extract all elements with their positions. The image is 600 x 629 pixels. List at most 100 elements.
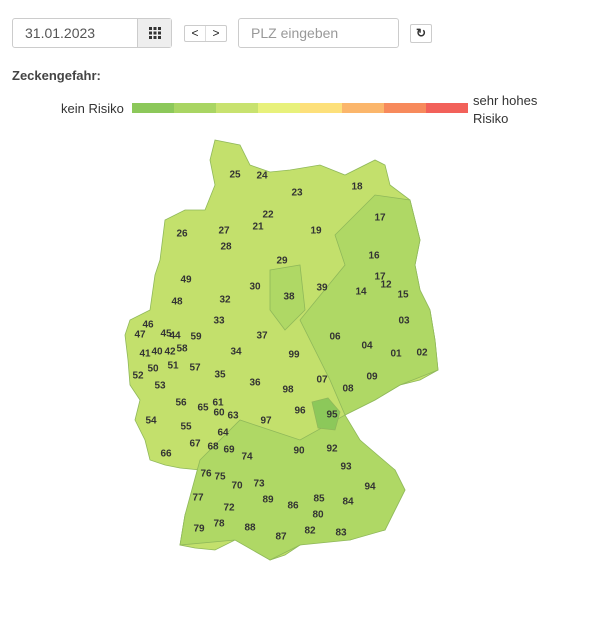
plz-region-label[interactable]: 77	[192, 493, 204, 504]
plz-region-label[interactable]: 03	[398, 316, 410, 327]
plz-region-label[interactable]: 61	[212, 398, 224, 409]
plz-region-label[interactable]: 95	[326, 410, 338, 421]
plz-region-label[interactable]: 48	[171, 297, 183, 308]
plz-region-label[interactable]: 70	[231, 481, 243, 492]
plz-region-label[interactable]: 44	[169, 331, 181, 342]
plz-region-label[interactable]: 17	[374, 213, 386, 224]
plz-region-label[interactable]: 97	[260, 416, 272, 427]
plz-region-label[interactable]: 66	[160, 449, 172, 460]
plz-region-label[interactable]: 24	[256, 171, 268, 182]
plz-region-label[interactable]: 85	[313, 494, 325, 505]
plz-region-label[interactable]: 07	[316, 375, 328, 386]
plz-region-label[interactable]: 93	[340, 462, 352, 473]
region-east[interactable]	[299, 194, 439, 416]
plz-region-label[interactable]: 73	[253, 479, 265, 490]
region-south[interactable]	[179, 414, 406, 561]
plz-region-label[interactable]: 99	[288, 350, 300, 361]
plz-region-label[interactable]: 32	[219, 295, 231, 306]
plz-region-label[interactable]: 67	[189, 439, 201, 450]
plz-region-label[interactable]: 56	[175, 398, 187, 409]
plz-region-label[interactable]: 59	[190, 332, 202, 343]
plz-region-label[interactable]: 51	[167, 361, 179, 372]
plz-region-label[interactable]: 79	[193, 524, 205, 535]
plz-region-label[interactable]: 47	[134, 330, 146, 341]
plz-region-label[interactable]: 87	[275, 532, 287, 543]
plz-region-label[interactable]: 25	[229, 170, 241, 181]
plz-region-label[interactable]: 80	[312, 510, 324, 521]
date-input[interactable]	[13, 19, 137, 47]
plz-region-label[interactable]: 04	[361, 341, 373, 352]
plz-region-label[interactable]: 23	[291, 188, 303, 199]
plz-region-label[interactable]: 29	[276, 256, 288, 267]
plz-region-label[interactable]: 53	[154, 381, 166, 392]
plz-input[interactable]	[238, 18, 399, 48]
plz-region-label[interactable]: 90	[293, 446, 305, 457]
plz-region-label[interactable]: 65	[197, 403, 209, 414]
refresh-button[interactable]: ↻	[410, 24, 432, 43]
plz-region-label[interactable]: 58	[176, 344, 188, 355]
plz-region-label[interactable]: 38	[283, 292, 295, 303]
plz-region-label[interactable]: 69	[223, 445, 235, 456]
plz-region-label[interactable]: 21	[252, 222, 264, 233]
date-picker[interactable]	[12, 18, 172, 48]
plz-region-label[interactable]: 27	[218, 226, 230, 237]
plz-region-label[interactable]: 63	[227, 411, 239, 422]
plz-region-label[interactable]: 96	[294, 406, 306, 417]
plz-region-label[interactable]: 82	[304, 526, 316, 537]
next-day-button[interactable]: >	[205, 26, 226, 41]
plz-region-label[interactable]: 78	[213, 519, 225, 530]
plz-region-label[interactable]: 19	[310, 226, 322, 237]
plz-region-label[interactable]: 39	[316, 283, 328, 294]
plz-region-label[interactable]: 28	[220, 242, 232, 253]
plz-region-label[interactable]: 41	[139, 349, 151, 360]
plz-region-label[interactable]: 08	[342, 384, 354, 395]
plz-region-label[interactable]: 26	[176, 229, 188, 240]
plz-region-label[interactable]: 40	[151, 347, 163, 358]
region-95[interactable]	[311, 397, 341, 431]
prev-day-button[interactable]: <	[191, 26, 199, 40]
plz-region-label[interactable]: 50	[147, 364, 159, 375]
plz-region-label[interactable]: 84	[342, 497, 354, 508]
plz-region-label[interactable]: 17	[374, 272, 386, 283]
plz-region-label[interactable]: 15	[397, 290, 409, 301]
plz-region-label[interactable]: 76	[200, 469, 212, 480]
plz-region-label[interactable]: 06	[329, 332, 341, 343]
plz-region-label[interactable]: 54	[145, 416, 157, 427]
plz-region-label[interactable]: 86	[287, 501, 299, 512]
plz-region-label[interactable]: 09	[366, 372, 378, 383]
plz-region-label[interactable]: 68	[207, 442, 219, 453]
plz-region-label[interactable]: 14	[355, 287, 367, 298]
plz-region-label[interactable]: 98	[282, 385, 294, 396]
plz-region-label[interactable]: 60	[213, 408, 225, 419]
plz-region-label[interactable]: 42	[164, 347, 176, 358]
plz-region-label[interactable]: 33	[213, 316, 225, 327]
plz-region-label[interactable]: 74	[241, 452, 253, 463]
plz-region-label[interactable]: 02	[416, 348, 428, 359]
plz-region-label[interactable]: 45	[160, 329, 172, 340]
region-38[interactable]	[269, 264, 306, 331]
plz-region-label[interactable]: 94	[364, 482, 376, 493]
plz-region-label[interactable]: 49	[180, 275, 192, 286]
plz-region-label[interactable]: 12	[380, 280, 392, 291]
plz-region-label[interactable]: 22	[262, 210, 274, 221]
plz-region-label[interactable]: 88	[244, 523, 256, 534]
plz-region-label[interactable]: 92	[326, 444, 338, 455]
plz-region-label[interactable]: 01	[390, 349, 402, 360]
plz-region-label[interactable]: 46	[142, 320, 154, 331]
plz-region-label[interactable]: 35	[214, 370, 226, 381]
plz-region-label[interactable]: 30	[249, 282, 261, 293]
plz-region-label[interactable]: 75	[214, 472, 226, 483]
plz-region-label[interactable]: 34	[230, 347, 242, 358]
plz-region-label[interactable]: 52	[132, 371, 144, 382]
plz-region-label[interactable]: 57	[189, 363, 201, 374]
plz-region-label[interactable]: 18	[351, 182, 363, 193]
plz-region-label[interactable]: 16	[368, 251, 380, 262]
plz-region-label[interactable]: 55	[180, 422, 192, 433]
plz-region-label[interactable]: 36	[249, 378, 261, 389]
plz-region-label[interactable]: 89	[262, 495, 274, 506]
plz-region-label[interactable]: 64	[217, 428, 229, 439]
plz-region-label[interactable]: 83	[335, 528, 347, 539]
plz-region-label[interactable]: 72	[223, 503, 235, 514]
calendar-button[interactable]	[137, 19, 171, 47]
plz-region-label[interactable]: 37	[256, 331, 268, 342]
